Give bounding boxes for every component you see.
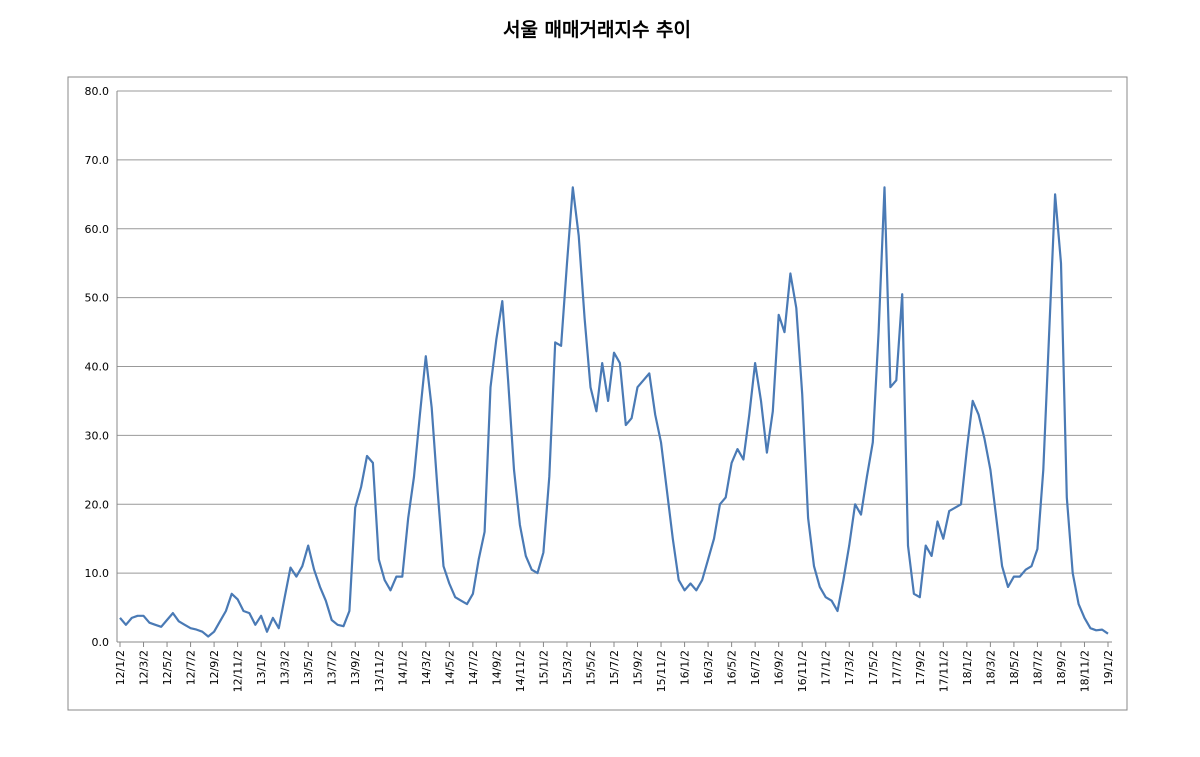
- y-tick-label: 0.0: [92, 636, 110, 649]
- x-tick-label: 12/1/2: [114, 650, 127, 685]
- y-tick-label: 40.0: [85, 361, 110, 374]
- chart-title: 서울 매매거래지수 추이: [503, 19, 691, 41]
- x-tick-label: 19/1/2: [1102, 650, 1115, 685]
- y-tick-label: 10.0: [85, 567, 110, 580]
- x-tick-label: 13/5/2: [302, 650, 315, 685]
- data-line: [119, 186, 1109, 638]
- y-tick-label: 50.0: [85, 292, 110, 305]
- x-tick-label: 18/11/2: [1078, 650, 1091, 692]
- x-tick-label: 12/11/2: [232, 650, 245, 692]
- x-tick-label: 16/7/2: [749, 650, 762, 685]
- x-tick-label: 14/9/2: [490, 650, 503, 685]
- x-tick-label: 12/7/2: [185, 650, 198, 685]
- x-tick-label: 15/1/2: [537, 650, 550, 685]
- x-tick-label: 17/1/2: [820, 650, 833, 685]
- x-tick-label: 13/3/2: [279, 650, 292, 685]
- x-tick-label: 17/3/2: [843, 650, 856, 685]
- x-tick-label: 16/3/2: [702, 650, 715, 685]
- x-tick-label: 18/1/2: [961, 650, 974, 685]
- x-tick-label: 17/9/2: [914, 650, 927, 685]
- chart-frame: [67, 76, 1128, 711]
- x-tick-label: 14/7/2: [467, 650, 480, 685]
- x-tick-label: 16/9/2: [773, 650, 786, 685]
- y-tick-label: 60.0: [85, 223, 110, 236]
- x-tick-label: 17/11/2: [937, 650, 950, 692]
- x-tick-label: 16/1/2: [679, 650, 692, 685]
- x-tick-label: 14/3/2: [420, 650, 433, 685]
- x-tick-label: 16/5/2: [726, 650, 739, 685]
- x-tick-label: 12/5/2: [161, 650, 174, 685]
- x-tick-label: 16/11/2: [796, 650, 809, 692]
- x-tick-label: 18/7/2: [1031, 650, 1044, 685]
- x-tick-label: 13/1/2: [255, 650, 268, 685]
- y-tick-label: 20.0: [85, 498, 110, 511]
- x-tick-label: 18/9/2: [1055, 650, 1068, 685]
- y-tick-label: 70.0: [85, 154, 110, 167]
- x-tick-label: 12/9/2: [208, 650, 221, 685]
- x-tick-label: 13/7/2: [326, 650, 339, 685]
- x-tick-label: 15/3/2: [561, 650, 574, 685]
- x-tick-label: 15/7/2: [608, 650, 621, 685]
- y-tick-label: 30.0: [85, 429, 110, 442]
- x-tick-label: 13/11/2: [373, 650, 386, 692]
- x-tick-label: 14/5/2: [443, 650, 456, 685]
- x-tick-label: 15/5/2: [584, 650, 597, 685]
- x-tick-label: 15/9/2: [632, 650, 645, 685]
- x-tick-label: 17/7/2: [890, 650, 903, 685]
- x-tick-label: 17/5/2: [867, 650, 880, 685]
- x-tick-label: 14/1/2: [396, 650, 409, 685]
- x-tick-label: 15/11/2: [655, 650, 668, 692]
- y-tick-label: 80.0: [85, 85, 110, 98]
- x-tick-label: 13/9/2: [349, 650, 362, 685]
- x-tick-label: 14/11/2: [514, 650, 527, 692]
- x-tick-label: 12/3/2: [138, 650, 151, 685]
- x-tick-label: 18/3/2: [984, 650, 997, 685]
- x-tick-label: 18/5/2: [1008, 650, 1021, 685]
